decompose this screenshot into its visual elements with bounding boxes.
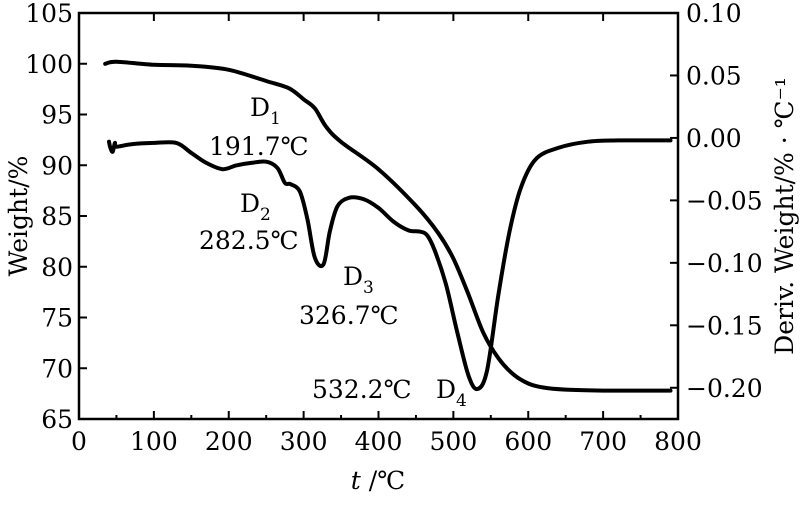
x-tick-label: 200 [205, 427, 253, 456]
dtg-curve [107, 138, 673, 392]
x-tick-label: 600 [504, 427, 552, 456]
annotation-d1-label: D1 [250, 93, 281, 129]
y-left-tick-label: 100 [25, 50, 73, 79]
y-left-tick-label: 105 [25, 0, 73, 28]
annotation-d3-label: D3 [343, 262, 374, 298]
y-right-tick-label: −0.15 [686, 311, 763, 340]
x-tick-label: 300 [280, 427, 328, 456]
x-tick-label: 0 [71, 427, 87, 456]
y-left-tick-label: 90 [41, 151, 73, 180]
y-right-tick-label: 0.05 [686, 61, 742, 90]
y-left-tick-label: 70 [41, 354, 73, 383]
x-tick-label: 800 [654, 427, 702, 456]
plot-frame [77, 11, 680, 421]
y-right-tick-label: −0.20 [686, 374, 763, 403]
y-left-tick-label: 75 [41, 304, 73, 333]
series-layer [103, 59, 673, 393]
y-axis-title-right: Deriv. Weight/% · ℃⁻¹ [770, 77, 799, 355]
annotation-d3-temp: 326.7℃ [299, 301, 399, 330]
y-right-tick-label: −0.10 [686, 249, 763, 278]
y-right-tick-label: 0.00 [686, 124, 742, 153]
annotation-d2-label: D2 [240, 189, 271, 225]
y-right-tick-label: 0.10 [686, 0, 742, 28]
y-left-tick-label: 85 [41, 202, 73, 231]
y-right-tick-label: −0.05 [686, 186, 763, 215]
weight-curve [103, 59, 673, 393]
x-tick-label: 500 [430, 427, 478, 456]
ticks-layer: 0 100 200 300 400 500 600 700 800 65 70 75 80 85 90 95 1… [25, 0, 762, 456]
y-axis-title-left: Weight/% [4, 156, 33, 277]
y-left-tick-label: 95 [41, 101, 73, 130]
x-tick-label: 700 [579, 427, 627, 456]
x-axis-title: t /℃ [351, 466, 405, 495]
y-left-tick-label: 80 [41, 253, 73, 282]
annotation-d2-temp: 282.5℃ [199, 226, 299, 255]
annotation-d4-temp: 532.2℃ [312, 375, 412, 404]
x-tick-label: 400 [355, 427, 403, 456]
y-left-tick-label: 65 [41, 405, 73, 434]
annotation-d4-label: D4 [436, 375, 467, 411]
annotation-d1-temp: 191.7℃ [209, 132, 309, 161]
x-tick-label: 100 [130, 427, 178, 456]
